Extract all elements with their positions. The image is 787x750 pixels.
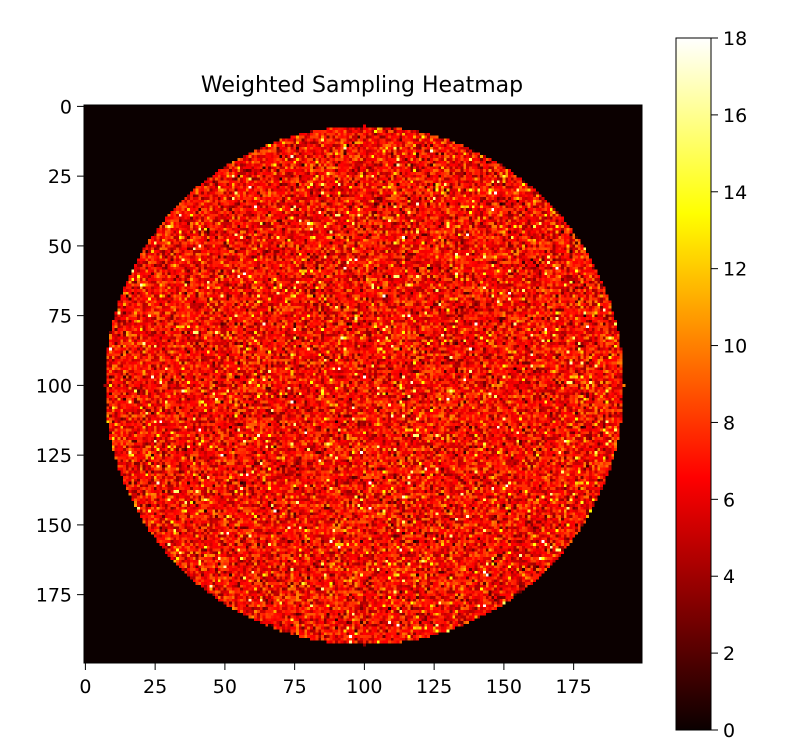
x-tick-label: 175 bbox=[556, 676, 592, 698]
colorbar-tick-label: 10 bbox=[723, 336, 747, 358]
colorbar-tick-label: 14 bbox=[723, 182, 747, 204]
plot-area bbox=[83, 104, 643, 664]
y-tick-label: 50 bbox=[48, 236, 72, 258]
x-tick-label: 100 bbox=[346, 676, 382, 698]
colorbar-tick-label: 4 bbox=[723, 566, 735, 588]
y-tick-label: 75 bbox=[48, 306, 72, 328]
x-tick-label: 50 bbox=[213, 676, 237, 698]
colorbar-tick-label: 6 bbox=[723, 489, 735, 511]
colorbar: 0 2 4 6 8 10 12 14 16 18 bbox=[675, 28, 747, 742]
colorbar-tick-label: 12 bbox=[723, 259, 747, 281]
x-axis-ticks: 0 25 50 75 100 125 150 175 bbox=[79, 663, 592, 698]
x-tick-label: 125 bbox=[416, 676, 452, 698]
x-tick-label: 75 bbox=[283, 676, 307, 698]
colorbar-tick-label: 8 bbox=[723, 412, 735, 434]
colorbar-gradient bbox=[675, 37, 712, 731]
chart-title: Weighted Sampling Heatmap bbox=[201, 73, 523, 98]
colorbar-ticks: 0 2 4 6 8 10 12 14 16 18 bbox=[711, 28, 747, 742]
colorbar-tick-label: 2 bbox=[723, 643, 735, 665]
plot-frame bbox=[83, 104, 643, 664]
colorbar-tick-label: 18 bbox=[723, 28, 747, 50]
y-tick-label: 125 bbox=[36, 445, 72, 467]
colorbar-tick-label: 16 bbox=[723, 105, 747, 127]
y-tick-label: 25 bbox=[48, 166, 72, 188]
y-tick-label: 0 bbox=[60, 96, 72, 118]
y-tick-label: 100 bbox=[36, 375, 72, 397]
x-tick-label: 150 bbox=[486, 676, 522, 698]
y-axis-ticks: 0 25 50 75 100 125 150 175 bbox=[36, 96, 84, 607]
y-tick-label: 150 bbox=[36, 515, 72, 537]
x-tick-label: 25 bbox=[143, 676, 167, 698]
colorbar-tick-label: 0 bbox=[723, 720, 735, 742]
heatmap-image bbox=[84, 105, 642, 663]
x-tick-label: 0 bbox=[79, 676, 91, 698]
y-tick-label: 175 bbox=[36, 585, 72, 607]
